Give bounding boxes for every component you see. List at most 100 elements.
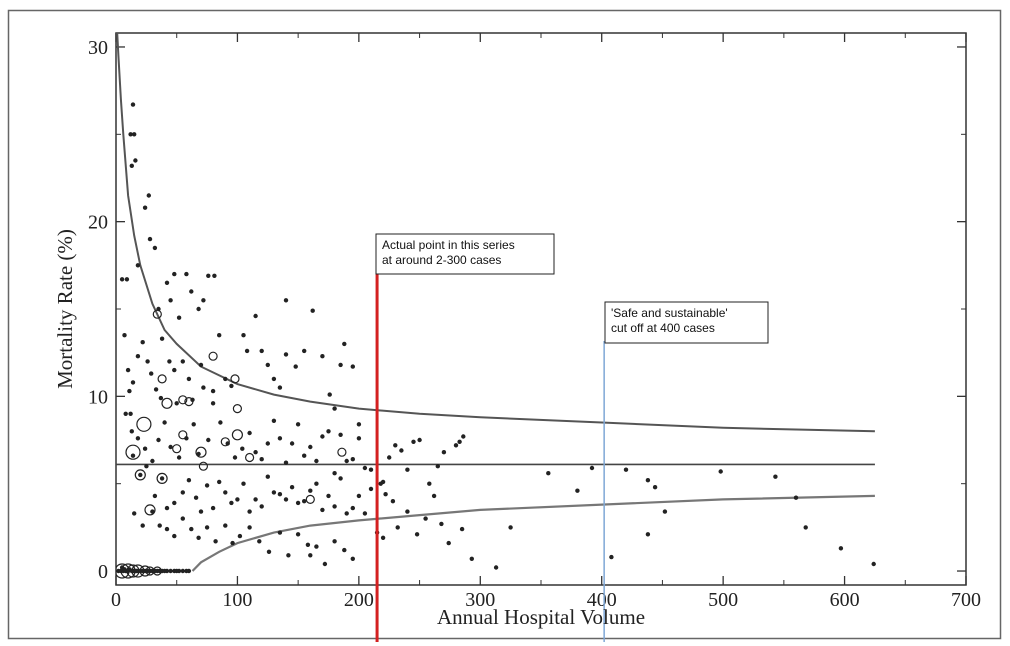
data-point [322,561,328,567]
data-point [150,458,155,464]
data-point [305,542,311,547]
data-point [344,458,349,464]
annotation-callout-box [604,301,769,344]
data-point [130,102,136,107]
data-point [271,418,277,423]
data-point [338,432,343,437]
lower-control-limit-curve [191,494,875,572]
data-point [176,455,182,460]
data-point [176,568,182,574]
data-point [172,367,177,373]
data-point [283,352,289,357]
data-point [266,549,272,554]
data-point [350,505,355,511]
data-point [259,504,264,509]
weighted-data-point [139,565,151,577]
weighted-data-point [230,374,240,384]
data-point [128,411,133,416]
data-point [302,499,307,504]
data-point [411,439,416,444]
data-point [575,488,580,493]
data-point [146,193,151,198]
data-point [124,277,130,282]
data-point [180,359,185,364]
data-point [435,464,440,469]
data-point [133,158,138,163]
data-point [213,539,218,544]
weighted-data-point [161,397,173,409]
data-point [241,333,246,338]
weighted-data-point [305,494,315,504]
data-point [589,465,595,471]
data-point [271,490,277,495]
data-point [368,467,374,472]
data-point [342,547,347,553]
data-point [218,420,223,425]
data-point [332,504,337,509]
data-point [186,376,192,382]
data-point [167,359,172,364]
weighted-open-circles [116,309,347,579]
y-tick-label: 0 [98,561,108,583]
data-point [423,516,428,521]
data-point [265,441,270,446]
data-point [302,348,307,354]
data-point [314,458,319,464]
data-point [662,509,668,514]
weighted-data-point [156,472,168,484]
weighted-data-point [145,566,155,576]
x-tick-label: 0 [111,589,121,611]
data-point [546,471,551,476]
data-point [186,568,192,574]
data-point [295,500,301,506]
data-point [156,437,161,443]
data-point [314,481,319,486]
data-point [253,313,258,319]
data-point [164,280,170,285]
data-point [184,271,189,277]
data-point [125,367,131,373]
funnel-curves [116,33,875,572]
data-point [446,540,451,546]
data-point [405,467,410,472]
data-point [320,434,325,439]
data-point [186,478,192,483]
data-point [217,479,222,485]
data-point [198,362,204,368]
data-point [164,505,170,511]
weighted-data-point [116,563,130,579]
data-point [128,132,133,137]
data-point [232,455,238,460]
data-point [159,336,165,341]
data-point [162,420,167,425]
weighted-data-point [231,429,243,441]
data-point [138,472,143,478]
annotation-callout-text: 'Safe and sustainable' [611,306,728,320]
data-point [140,523,145,528]
data-point [469,556,474,561]
x-tick-label: 200 [344,589,374,611]
weighted-data-point [120,563,136,579]
data-point [210,505,216,511]
data-point [212,273,217,278]
data-point [198,509,204,514]
data-point [144,464,149,469]
data-point [244,348,250,354]
data-point [356,436,362,441]
data-point [184,436,189,441]
data-point [191,422,196,427]
data-point [286,553,291,558]
weighted-data-point [134,469,146,481]
data-point [609,554,614,560]
annotation-callout-text: Actual point in this series [382,238,515,252]
data-point [793,495,799,500]
x-tick-label: 300 [465,589,495,611]
data-point [130,453,136,458]
data-point [142,205,148,210]
data-point [838,546,844,551]
data-point [223,490,228,495]
data-point [230,540,235,546]
data-point [172,533,177,539]
data-point [277,492,283,497]
